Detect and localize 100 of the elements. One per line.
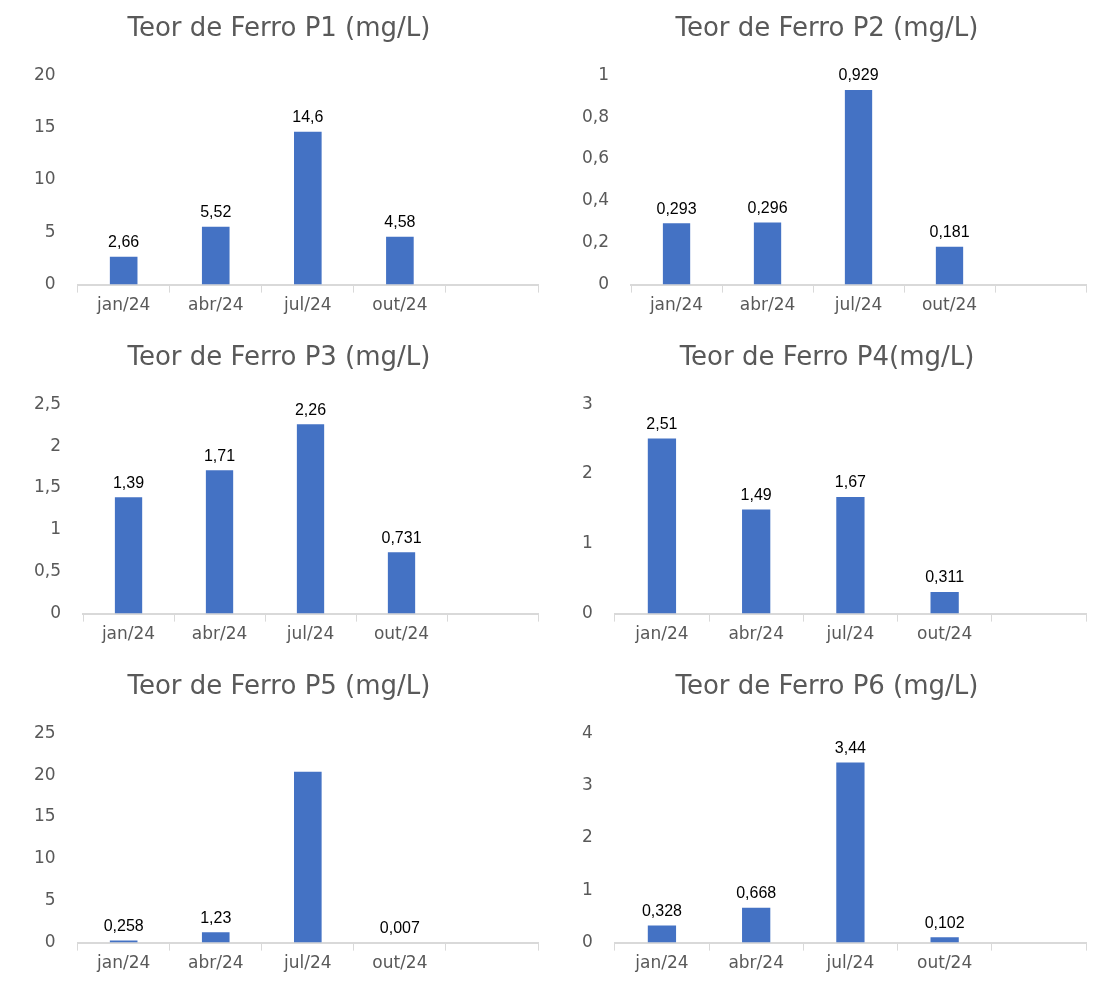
chart-title: Teor de Ferro P6 (mg/L) (674, 670, 979, 701)
y-tick-label: 20 (33, 763, 56, 784)
data-label: 1,71 (203, 446, 236, 464)
data-label: 0,007 (379, 918, 421, 936)
bar (294, 131, 322, 285)
y-tick-label: 2 (581, 462, 593, 483)
data-label: 5,52 (200, 203, 232, 221)
y-tick-label: 0 (598, 273, 610, 294)
x-tick-label: jul/24 (825, 952, 875, 973)
data-label: 14,6 (292, 108, 324, 126)
x-tick-label: abr/24 (191, 623, 248, 644)
x-tick-label: jan/24 (648, 294, 704, 315)
bar (930, 591, 959, 614)
data-label: 0,258 (103, 916, 144, 934)
y-tick-label: 5 (44, 220, 56, 241)
y-tick-label: 0,6 (581, 147, 610, 168)
x-tick-label: jan/24 (100, 623, 156, 644)
bar (935, 246, 964, 285)
data-label: 0,929 (838, 66, 879, 84)
bar (647, 925, 677, 943)
y-tick-label: 2 (50, 434, 62, 455)
data-label: 0,731 (381, 528, 422, 546)
x-tick-label: out/24 (921, 294, 978, 315)
x-tick-label: jul/24 (833, 294, 883, 315)
bar (201, 226, 230, 285)
bar (742, 509, 771, 614)
chart-title: Teor de Ferro P1 (mg/L) (126, 12, 431, 43)
y-tick-label: 10 (33, 847, 56, 868)
y-tick-label: 2 (581, 826, 593, 847)
y-tick-label: 0 (581, 931, 593, 952)
chart-title: Teor de Ferro P5 (mg/L) (126, 670, 431, 701)
y-tick-label: 3 (581, 773, 593, 794)
x-tick-label: jul/24 (283, 952, 332, 973)
y-tick-label: 2,5 (33, 392, 62, 413)
data-label: 1,67 (834, 473, 867, 491)
chart-title: Teor de Ferro P4(mg/L) (678, 341, 975, 372)
bar (387, 552, 416, 614)
data-label: 1,39 (112, 473, 145, 491)
bar (386, 236, 414, 285)
y-tick-label: 15 (33, 805, 56, 826)
y-tick-label: 5 (44, 889, 56, 910)
data-label: 0,668 (736, 884, 777, 902)
bar (844, 90, 873, 285)
data-label: 1,49 (740, 486, 772, 503)
y-tick-label: 10 (33, 168, 56, 189)
x-tick-label: abr/24 (728, 623, 784, 644)
x-tick-label: out/24 (372, 952, 428, 973)
y-tick-label: 0 (581, 602, 593, 623)
y-tick-label: 15 (33, 115, 56, 136)
bar (742, 907, 771, 943)
x-tick-label: out/24 (917, 952, 973, 973)
data-label: 0,328 (641, 901, 683, 919)
data-label: 2,66 (108, 233, 140, 251)
bar (205, 470, 234, 614)
y-tick-label: 0 (50, 602, 62, 623)
data-label: 2,26 (294, 400, 327, 418)
x-tick-label: jan/24 (96, 294, 151, 315)
data-label: 0,181 (929, 223, 970, 241)
x-tick-label: out/24 (372, 294, 428, 315)
bar (294, 771, 322, 943)
data-label: 4,58 (384, 213, 416, 231)
data-label: 0,296 (747, 199, 788, 217)
y-tick-label: 1 (598, 63, 610, 84)
y-tick-label: 0,4 (581, 189, 610, 210)
data-label: 0,311 (925, 568, 965, 586)
x-tick-label: out/24 (917, 623, 973, 644)
bar (296, 424, 325, 614)
y-tick-label: 25 (33, 721, 56, 742)
x-tick-label: jan/24 (634, 623, 689, 644)
data-label: 0,102 (924, 913, 965, 931)
bar (114, 497, 143, 614)
y-tick-label: 0 (44, 273, 56, 294)
y-tick-label: 1,5 (33, 476, 62, 497)
x-tick-label: abr/24 (187, 294, 244, 315)
y-tick-label: 0 (44, 931, 56, 952)
x-tick-label: jan/24 (96, 952, 151, 973)
y-tick-label: 1 (581, 878, 593, 899)
data-label: 0,293 (656, 199, 697, 217)
data-label: 3,44 (834, 738, 867, 756)
bar (201, 932, 230, 943)
bar (836, 497, 865, 614)
data-label: 1,23 (200, 908, 232, 926)
x-tick-label: jul/24 (825, 623, 875, 644)
y-tick-label: 3 (581, 392, 593, 413)
bar (109, 940, 138, 943)
x-tick-label: abr/24 (728, 952, 784, 973)
bar (647, 438, 677, 614)
x-tick-label: abr/24 (187, 952, 244, 973)
y-tick-label: 0,2 (581, 231, 610, 252)
data-label: 2,51 (646, 414, 678, 432)
bar (753, 222, 782, 285)
y-tick-label: 20 (33, 63, 56, 84)
x-tick-label: out/24 (373, 623, 430, 644)
x-tick-label: jul/24 (285, 623, 335, 644)
x-tick-label: abr/24 (739, 294, 796, 315)
y-tick-label: 0,5 (33, 560, 62, 581)
x-tick-label: jan/24 (634, 952, 689, 973)
x-tick-label: jul/24 (283, 294, 332, 315)
chart-title: Teor de Ferro P2 (mg/L) (674, 12, 979, 43)
bar (836, 762, 865, 943)
